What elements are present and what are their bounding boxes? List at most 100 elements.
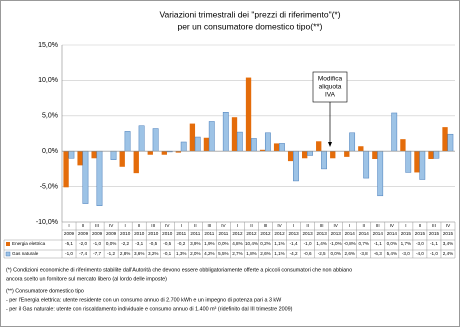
x-year-label: 2015	[443, 231, 454, 236]
x-tick-label: I	[349, 223, 350, 228]
y-tick-label: 15,0%	[38, 42, 58, 49]
bar	[377, 150, 384, 197]
x-year-label: 2015	[429, 231, 440, 236]
data-label: -0,2	[177, 241, 185, 246]
x-year-label: 2012	[260, 231, 271, 236]
x-tick-label: II	[138, 223, 141, 228]
data-label: -2,5	[318, 251, 326, 256]
data-label: -4,2	[290, 251, 298, 256]
bar	[161, 151, 167, 155]
data-label: 3,9%	[190, 241, 200, 246]
bar	[279, 143, 285, 152]
data-label: -4,0	[416, 251, 424, 256]
x-year-label: 2012	[246, 231, 257, 236]
data-label: -1,1	[430, 241, 438, 246]
x-year-label: 2014	[345, 231, 356, 236]
bar	[264, 132, 271, 152]
data-label: 2,6%	[260, 251, 270, 256]
data-label: 2,8%	[120, 251, 130, 256]
data-label: -3,0	[402, 251, 410, 256]
bar	[349, 132, 356, 152]
footnote: (*) Condizioni economiche di riferimento…	[6, 267, 352, 273]
y-tick-label: 5,0%	[42, 113, 58, 120]
x-year-label: 2012	[232, 231, 243, 236]
bar	[110, 150, 117, 160]
data-label: -0,8%	[344, 241, 356, 246]
bar	[82, 150, 89, 204]
data-label: -0,1	[163, 251, 171, 256]
bar	[68, 150, 75, 159]
annotation: IVA	[325, 92, 336, 99]
x-year-label: 2011	[190, 231, 200, 236]
annotation: Modifica	[318, 76, 343, 83]
x-tick-label: III	[432, 223, 436, 228]
bar	[405, 150, 412, 173]
bar	[119, 151, 125, 167]
x-tick-label: II	[250, 223, 253, 228]
data-label: -5,1	[65, 241, 73, 246]
x-year-label: 2009	[78, 231, 89, 236]
data-label: 2,7%	[232, 251, 242, 256]
x-year-label: 2011	[204, 231, 214, 236]
data-label: -0,5	[149, 241, 157, 246]
legend-label: Energia elettrica	[12, 241, 46, 246]
legend-swatch	[6, 242, 10, 246]
data-label: 0,2%	[260, 241, 270, 246]
bar	[391, 112, 398, 152]
x-tick-label: I	[125, 223, 126, 228]
x-year-label: 2013	[331, 231, 342, 236]
x-year-label: 2014	[387, 231, 398, 236]
x-tick-label: II	[419, 223, 422, 228]
data-label: 0,0%	[387, 241, 397, 246]
data-label: 4,8%	[232, 241, 242, 246]
bar	[321, 150, 327, 170]
data-label: -1,0	[65, 251, 73, 256]
footnote: - per il Gas naturale: utente con riscal…	[6, 306, 293, 312]
x-tick-label: III	[95, 223, 99, 228]
bar	[414, 151, 420, 173]
data-label: 2,0%	[190, 251, 200, 256]
bar	[316, 141, 322, 152]
x-year-label: 2009	[64, 231, 75, 236]
footnote: ancora scelto un fornitore sul mercato l…	[6, 276, 167, 282]
bar	[287, 151, 294, 162]
data-label: -3,0	[416, 241, 424, 246]
bar	[358, 146, 364, 152]
bar	[189, 123, 196, 152]
data-label: -1,0	[430, 251, 438, 256]
data-label: 0,0%	[218, 241, 228, 246]
x-tick-label: I	[405, 223, 406, 228]
data-label: -6,3	[374, 251, 382, 256]
x-year-label: 2012	[274, 231, 285, 236]
bar	[77, 151, 83, 166]
data-label: -3,1	[135, 241, 143, 246]
x-year-label: 2010	[120, 231, 131, 236]
bar	[372, 151, 378, 159]
bar	[124, 131, 131, 152]
bar	[400, 139, 406, 152]
x-tick-label: IV	[165, 223, 170, 228]
data-label: 4,2%	[204, 251, 214, 256]
bar	[194, 136, 201, 152]
x-year-label: 2013	[288, 231, 299, 236]
data-label: -2,2	[121, 241, 129, 246]
x-tick-label: II	[306, 223, 309, 228]
chart-title: Variazioni trimestrali dei "prezzi di ri…	[159, 9, 340, 19]
bar	[428, 151, 434, 159]
data-label: -0,6	[304, 251, 312, 256]
chart-subtitle: per un consumatore domestico tipo(**)	[177, 21, 322, 31]
x-tick-label: I	[293, 223, 294, 228]
bar	[96, 150, 103, 206]
bar	[222, 112, 229, 152]
data-label: 1,1%	[274, 251, 284, 256]
data-label: 2,6%	[344, 251, 354, 256]
x-year-label: 2013	[303, 231, 314, 236]
legend-label: Gas naturale	[12, 251, 39, 256]
bar	[259, 149, 266, 152]
data-label: 5,4%	[387, 251, 397, 256]
x-tick-label: III	[264, 223, 268, 228]
data-label: -0,5	[163, 241, 171, 246]
x-tick-label: IV	[446, 223, 451, 228]
data-label: 3,4%	[443, 241, 453, 246]
